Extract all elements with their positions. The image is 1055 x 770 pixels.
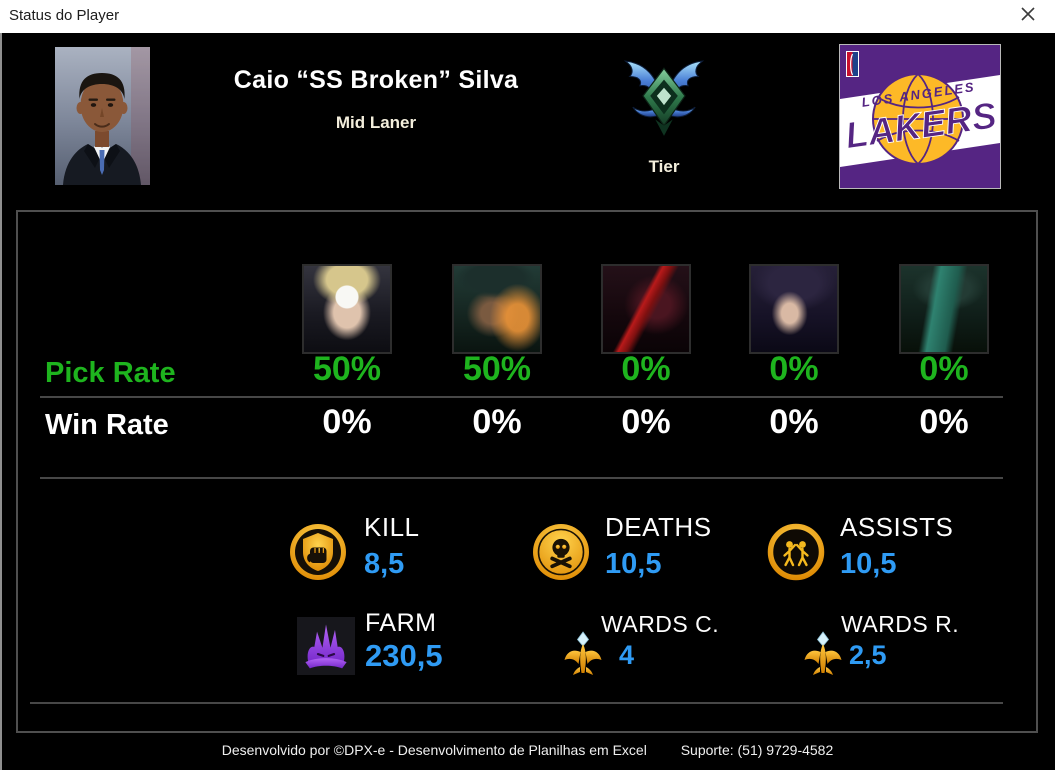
close-button[interactable] xyxy=(1005,0,1051,33)
pick-rate-value: 50% xyxy=(462,350,532,388)
stat-value-wards-r: 2,5 xyxy=(849,640,887,670)
champion-portrait-jhin xyxy=(601,264,691,354)
stat-value-deaths: 10,5 xyxy=(605,548,662,580)
footer-developer-text: Desenvolvido por ©DPX-e - Desenvolviment… xyxy=(221,742,647,758)
close-icon xyxy=(1020,6,1036,27)
rank-tier-icon xyxy=(610,54,718,144)
farm-minion-icon xyxy=(297,617,355,675)
stat-label-farm: FARM xyxy=(365,609,437,637)
divider xyxy=(30,702,1003,704)
titlebar: Status do Player xyxy=(0,0,1055,33)
deaths-skull-icon xyxy=(531,522,591,587)
win-rate-value: 0% xyxy=(322,403,372,441)
ward-icon xyxy=(563,631,603,680)
champion-portrait-ahri xyxy=(749,264,839,354)
footer-support-text: Suporte: (51) 9729-4582 xyxy=(680,742,834,758)
win-rate-value: 0% xyxy=(769,403,819,441)
champion-portrait-diana xyxy=(302,264,392,354)
stat-value-kill: 8,5 xyxy=(364,548,405,580)
win-rate-value: 0% xyxy=(621,403,671,441)
pick-rate-value: 0% xyxy=(769,350,819,388)
pick-rate-value: 0% xyxy=(621,350,671,388)
champion-portrait-gangplank xyxy=(452,264,542,354)
stat-label-assists: ASSISTS xyxy=(840,512,954,542)
window-title: Status do Player xyxy=(9,7,120,24)
lakers-logo: LOS ANGELES LAKERS xyxy=(839,44,1001,189)
footer: Desenvolvido por ©DPX-e - Desenvolviment… xyxy=(0,742,1055,758)
stat-label-deaths: DEATHS xyxy=(605,512,712,542)
stat-label-wards-r: WARDS R. xyxy=(841,611,960,637)
pick-rate-label: Pick Rate xyxy=(45,357,176,389)
player-role: Mid Laner xyxy=(335,113,417,132)
divider xyxy=(40,396,1003,398)
divider xyxy=(40,477,1003,479)
stat-value-assists: 10,5 xyxy=(840,548,897,580)
tier-label: Tier xyxy=(648,157,680,176)
champion-portrait-akali xyxy=(899,264,989,354)
kill-fist-icon xyxy=(288,522,348,587)
assists-highfive-icon xyxy=(766,522,826,587)
stat-label-wards-c: WARDS C. xyxy=(601,611,720,637)
pick-rate-value: 50% xyxy=(312,350,382,388)
win-rate-value: 0% xyxy=(919,403,969,441)
ward-icon xyxy=(803,631,843,680)
player-name: Caio “SS Broken” Silva xyxy=(233,66,519,94)
stat-value-wards-c: 4 xyxy=(619,640,635,670)
player-photo xyxy=(55,47,150,185)
window-border xyxy=(0,33,2,770)
win-rate-value: 0% xyxy=(472,403,522,441)
logo-team-text: LAKERS xyxy=(843,95,1000,157)
stat-label-kill: KILL xyxy=(364,512,420,542)
pick-rate-value: 0% xyxy=(919,350,969,388)
win-rate-label: Win Rate xyxy=(45,409,169,441)
stat-value-farm: 230,5 xyxy=(365,638,443,673)
player-identity: Caio “SS Broken” Silva Mid Laner xyxy=(176,66,576,133)
